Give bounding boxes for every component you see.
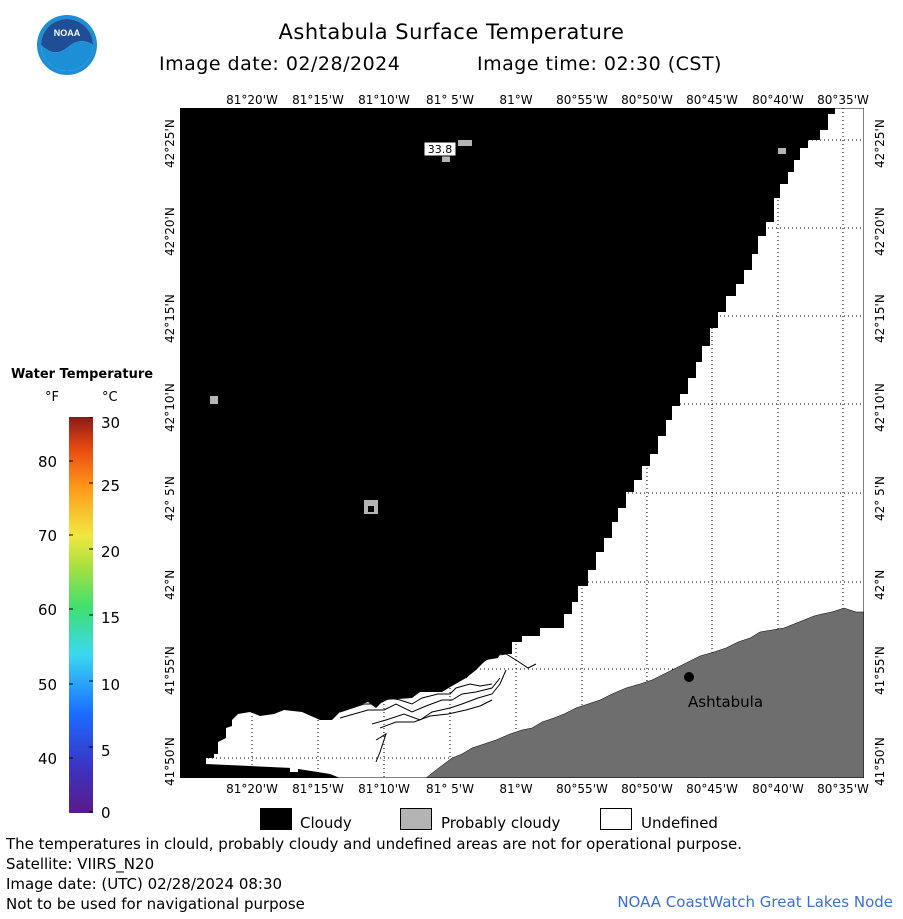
city-marker [684, 672, 694, 682]
probably-cloudy-label: Probably cloudy [441, 814, 561, 832]
undefined-patch [290, 764, 298, 772]
lon-tick: 80°35'W [817, 93, 869, 107]
lon-tick: 80°45'W [686, 782, 738, 796]
f-tick: 50 [38, 676, 58, 694]
lat-tick: 42°20'N [873, 207, 887, 256]
c-tick: 15 [101, 609, 121, 627]
c-tick: 25 [101, 477, 121, 495]
lon-tick: 81°10'W [358, 93, 410, 107]
cloudy-patch [368, 506, 374, 512]
lon-tick: 81°20'W [226, 782, 278, 796]
lat-tick: 41°55'N [163, 646, 177, 695]
cloudy-swatch [260, 808, 292, 830]
lat-tick: 41°55'N [873, 646, 887, 695]
lat-tick: 42°20'N [163, 207, 177, 256]
f-tick: 70 [38, 527, 58, 545]
unit-celsius: °C [102, 390, 118, 405]
probably-cloudy-patch [210, 396, 218, 404]
footer-disclaimer: The temperatures in clould, probably clo… [6, 835, 743, 853]
lat-tick: 42°25'N [873, 119, 887, 168]
temperature-map: 33.8 Ashtabula [179, 107, 865, 779]
lat-tick: 42°25'N [163, 119, 177, 168]
lat-tick: 41°50'N [873, 737, 887, 786]
image-time: Image time: 02:30 (CST) [477, 53, 722, 75]
lon-tick: 81°15'W [292, 93, 344, 107]
lat-tick: 42° 5'N [163, 476, 177, 521]
lon-tick: 81°10'W [358, 782, 410, 796]
probably-cloudy-swatch [400, 808, 432, 830]
lon-tick: 80°50'W [621, 782, 673, 796]
c-tick: 20 [101, 543, 121, 561]
f-tick: 60 [38, 601, 58, 619]
lon-tick: 80°40'W [752, 93, 804, 107]
footer-satellite: Satellite: VIIRS_N20 [6, 855, 155, 873]
credit-link[interactable]: NOAA CoastWatch Great Lakes Node [617, 893, 893, 911]
legend-title: Water Temperature [11, 367, 154, 382]
city-label: Ashtabula [688, 693, 763, 711]
f-tick: 40 [38, 750, 58, 768]
lon-tick: 80°50'W [621, 93, 673, 107]
cloudy-label: Cloudy [300, 814, 352, 832]
lat-tick: 42°N [163, 569, 177, 600]
footer-navigation-warning: Not to be used for navigational purpose [6, 895, 305, 913]
lon-tick: 80°55'W [556, 782, 608, 796]
f-tick: 80 [38, 453, 58, 471]
lat-tick: 42° 5'N [873, 476, 887, 521]
lat-tick: 42°15'N [163, 294, 177, 343]
lat-tick: 42°15'N [873, 294, 887, 343]
temperature-label-box [423, 141, 457, 157]
lon-tick: 81°20'W [226, 93, 278, 107]
c-tick: 10 [101, 676, 121, 694]
lon-tick: 80°55'W [556, 93, 608, 107]
image-date: Image date: 02/28/2024 [159, 53, 401, 75]
isotherm-contours [339, 647, 537, 763]
lon-tick: 81°W [499, 782, 533, 796]
noaa-logo: NOAA [36, 14, 98, 76]
footer-utc-date: Image date: (UTC) 02/28/2024 08:30 [6, 875, 283, 893]
lon-tick: 81° 5'W [426, 93, 474, 107]
c-tick: 5 [101, 742, 111, 760]
c-tick: 0 [101, 804, 111, 822]
lat-tick: 42°10'N [873, 383, 887, 432]
temperature-colorbar [69, 416, 93, 813]
lon-tick: 80°35'W [817, 782, 869, 796]
probably-cloudy-patch [778, 148, 786, 154]
unit-fahrenheit: °F [45, 390, 59, 405]
probably-cloudy-patch [442, 156, 450, 162]
page-title: Ashtabula Surface Temperature [278, 20, 625, 44]
land-area [425, 607, 865, 779]
lat-tick: 42°N [873, 569, 887, 600]
lon-tick: 80°40'W [752, 782, 804, 796]
lon-tick: 80°45'W [686, 93, 738, 107]
undefined-swatch [600, 808, 632, 830]
logo-text: NOAA [54, 28, 81, 38]
c-tick: 30 [101, 414, 121, 432]
lon-tick: 81°W [499, 93, 533, 107]
lon-tick: 81°15'W [292, 782, 344, 796]
cloudy-area [180, 108, 835, 778]
lat-tick: 42°10'N [163, 383, 177, 432]
undefined-label: Undefined [641, 814, 718, 832]
temperature-label: 33.8 [428, 143, 453, 156]
lat-tick: 41°50'N [163, 737, 177, 786]
lon-tick: 81° 5'W [426, 782, 474, 796]
probably-cloudy-patch [458, 140, 472, 146]
